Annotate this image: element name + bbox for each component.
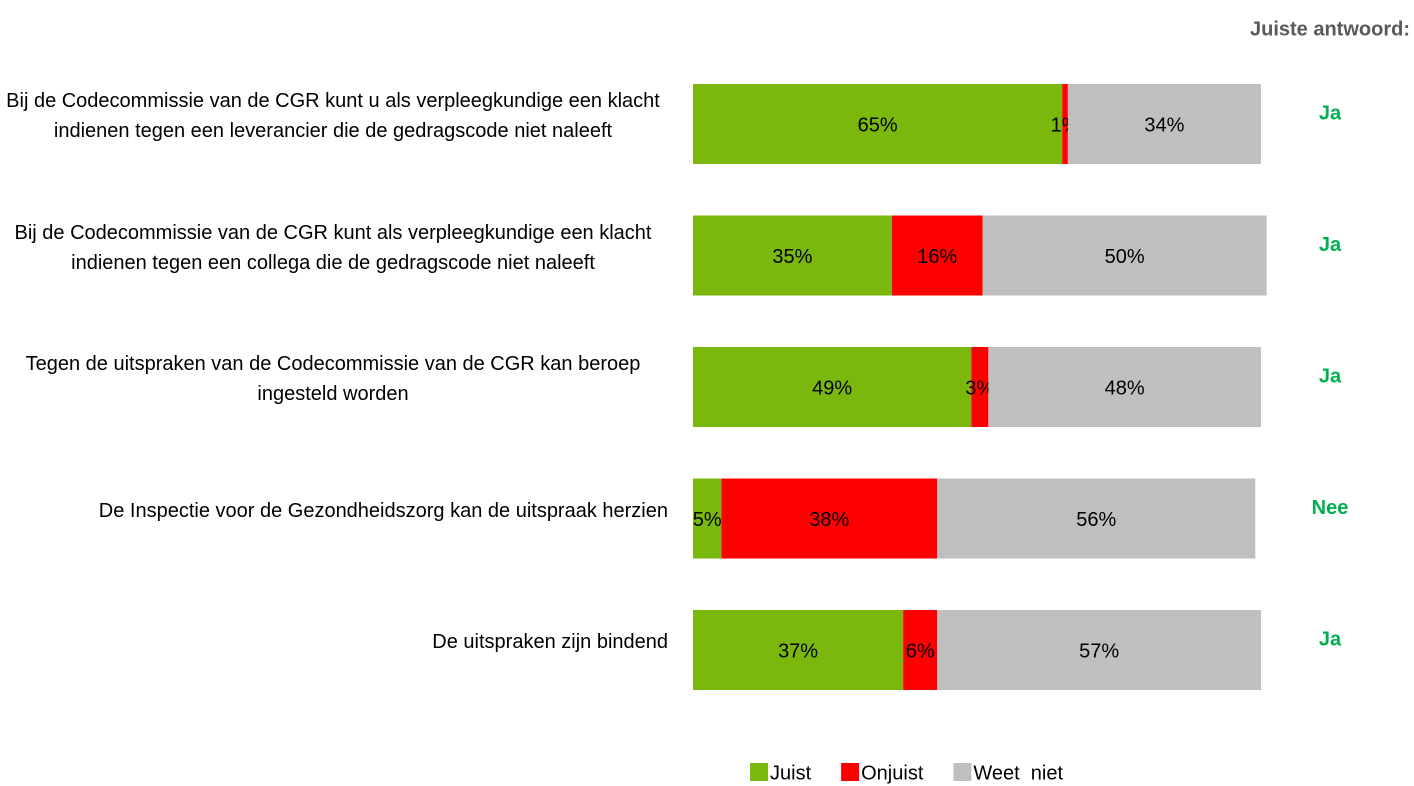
category-text: Bij de Codecommissie van de CGR kunt u a… bbox=[6, 90, 660, 142]
bar-segment bbox=[693, 347, 972, 427]
legend-swatch bbox=[953, 763, 972, 781]
bar-segment bbox=[693, 478, 722, 559]
answer: Ja bbox=[1319, 628, 1342, 650]
bar-segment bbox=[693, 215, 892, 296]
value-label: 37% bbox=[778, 640, 818, 662]
bar-segment bbox=[693, 610, 904, 690]
answer: Ja bbox=[1319, 234, 1342, 256]
bar-segment bbox=[937, 610, 1261, 690]
value-label: 34% bbox=[1144, 114, 1184, 136]
bar-segment bbox=[1062, 84, 1068, 164]
category-label: Tegen de uitspraken van de Codecommissie… bbox=[0, 349, 668, 409]
value-label: 48% bbox=[1105, 377, 1145, 399]
answer: Ja bbox=[1319, 102, 1342, 124]
bar-segment bbox=[982, 215, 1267, 296]
value-label: 16% bbox=[917, 246, 957, 268]
legend-swatch bbox=[841, 763, 860, 781]
legend-label: Juist bbox=[770, 762, 812, 784]
bar-segment bbox=[903, 610, 938, 690]
value-label: 56% bbox=[1076, 509, 1116, 531]
category-text: De Inspectie voor de Gezondheidszorg kan… bbox=[98, 499, 668, 522]
value-label: 49% bbox=[812, 377, 852, 399]
answer: Nee bbox=[1312, 497, 1349, 519]
value-label: 5% bbox=[693, 509, 722, 531]
legend-label: Onjuist bbox=[861, 762, 924, 784]
legend-swatch bbox=[750, 763, 768, 781]
category-label: Bij de Codecommissie van de CGR kunt u a… bbox=[0, 86, 668, 146]
legend-label: Weet niet bbox=[973, 762, 1063, 784]
value-label: 3% bbox=[965, 377, 994, 399]
bar-segment bbox=[721, 478, 938, 559]
value-label: 65% bbox=[858, 114, 898, 136]
category-text: Bij de Codecommissie van de CGR kunt als… bbox=[14, 221, 652, 274]
value-label: 35% bbox=[772, 246, 812, 268]
category-text: Tegen de uitspraken van de Codecommissie… bbox=[25, 353, 641, 405]
value-label: 6% bbox=[906, 640, 935, 662]
bar-segment bbox=[891, 215, 983, 296]
value-label: 50% bbox=[1105, 246, 1145, 268]
bar-segment bbox=[971, 347, 989, 427]
answer-title: Juiste antwoord: bbox=[1250, 18, 1410, 40]
category-label: Bij de Codecommissie van de CGR kunt als… bbox=[0, 218, 668, 278]
bar-segment bbox=[937, 478, 1256, 559]
bar-segment bbox=[693, 84, 1063, 164]
bar-segment bbox=[988, 347, 1261, 427]
category-label: De Inspectie voor de Gezondheidszorg kan… bbox=[0, 496, 668, 526]
answer: Ja bbox=[1319, 365, 1342, 387]
value-label: 57% bbox=[1079, 640, 1119, 662]
bar-segment bbox=[1067, 84, 1261, 164]
category-label: De uitspraken zijn bindend bbox=[0, 627, 668, 657]
category-text: De uitspraken zijn bindend bbox=[432, 631, 668, 653]
value-label: 38% bbox=[809, 509, 849, 531]
